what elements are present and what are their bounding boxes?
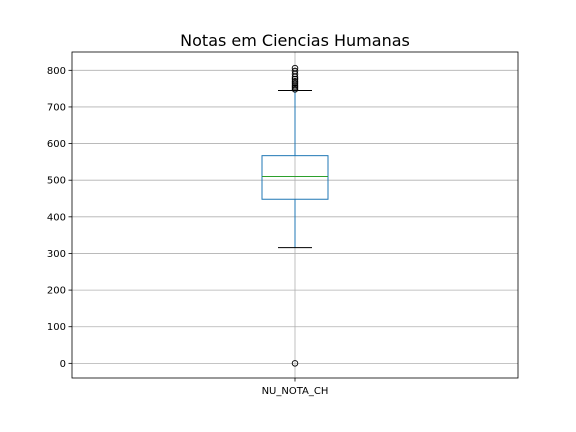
outlier-point: [291, 78, 299, 85]
y-tick-label: 400: [47, 212, 66, 223]
y-tick-label: 600: [47, 139, 66, 150]
y-tick-label: 800: [47, 66, 66, 77]
chart-title: Notas em Ciencias Humanas: [180, 31, 410, 50]
outlier-point: [291, 67, 299, 75]
y-tick-label: 0: [60, 359, 66, 370]
outlier-point: [291, 360, 299, 367]
iqr-box: [261, 155, 329, 200]
outlier-point: [291, 79, 299, 87]
outlier-point: [291, 75, 299, 83]
y-tick-label: 500: [47, 176, 66, 187]
y-tick-label: 300: [47, 249, 66, 260]
y-tick-label: 100: [47, 322, 66, 333]
y-tick-label: 200: [47, 286, 66, 297]
plot-frame: [71, 51, 519, 379]
x-tick-label: NU_NOTA_CH: [262, 386, 329, 397]
y-tick-label: 700: [47, 102, 66, 113]
outlier-point: [291, 64, 299, 72]
